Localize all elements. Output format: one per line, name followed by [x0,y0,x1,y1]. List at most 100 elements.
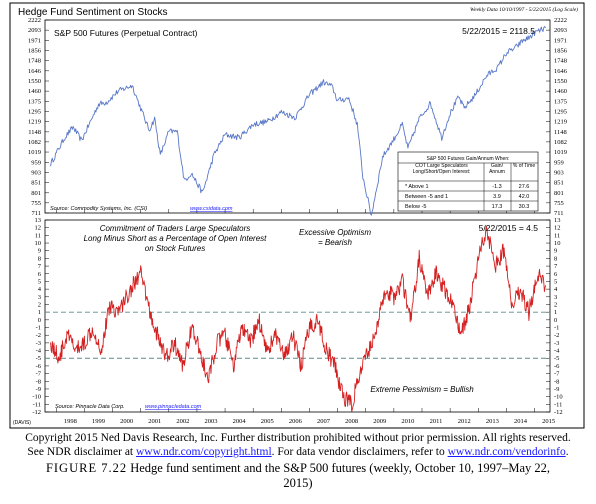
sentiment-y-tick-label: -2 [36,332,41,339]
price-y-tick-label: 2093 [28,27,41,34]
price-panel-title: S&P 500 Futures (Perpetual Contract) [54,28,198,38]
sentiment-title-line-1: Commitment of Traders Large Speculators [100,224,251,233]
sentiment-y-tick-label: -3 [554,340,559,347]
x-tick-label: 2015 [542,418,555,425]
price-y-tick-label: 1019 [28,149,41,156]
x-tick-label: 1999 [92,418,105,425]
sentiment-y-tick-label: -2 [554,332,559,339]
sentiment-y-tick-label: -10 [554,394,563,401]
x-axis-year-labels: 1998 1999 2000 2001 2002 2003 2004 2005 2006 2007… [64,418,555,425]
price-source-text: Source: Commodity Systems, Inc. (CSI) [50,206,147,212]
gain-table-header-pct: % of Time [512,163,536,169]
price-y-tick-label: 1550 [554,78,567,85]
price-y-axis-right: 2222 2093 1971 1856 1748 1646 1550 1460 1375 1295… [554,17,568,217]
price-y-tick-label: 1375 [28,98,41,105]
cot-sentiment-series-line [50,226,546,413]
sentiment-y-tick-label: 13 [554,217,561,224]
disclaimer-text-b: . For data vendor disclaimers, refer to [271,446,448,458]
price-y-tick-label: 1646 [28,68,42,75]
gain-table-row-pct: 27.6 [519,184,530,190]
price-y-tick-label: 851 [554,180,564,187]
price-y-tick-label: 1082 [28,139,41,146]
gain-table-header-gain: Gain/ Annum [489,163,505,175]
sentiment-y-tick-label: 9 [38,248,41,255]
gain-table-row-label: Between -5 and 1 [405,194,448,200]
sentiment-y-tick-label: -6 [36,363,42,370]
price-y-tick-label: 1550 [28,78,41,85]
price-y-tick-label: 2222 [28,17,41,24]
gain-table: S&P 500 Futures Gain/Annum When: COT Lar… [397,151,539,212]
sentiment-y-tick-label: -3 [36,340,41,347]
price-y-tick-label: 2093 [554,27,567,34]
price-y-tick-label: 1971 [554,37,567,44]
sentiment-y-tick-label: -12 [32,409,41,416]
sentiment-y-tick-label: 6 [38,271,42,278]
figure-label: FIGURE 7.22 [45,461,128,475]
price-y-tick-label: 1375 [554,98,567,105]
sentiment-title-line-3: on Stock Futures [145,244,205,253]
price-y-tick-label: 1748 [554,58,567,65]
sentiment-y-tick-label: -11 [554,401,562,408]
sentiment-source-link[interactable]: www.pinnacledata.com [145,404,202,410]
date-range-note: Weekly Data 10/10/1997 - 5/22/2015 (Log … [470,6,578,13]
disclaimer-text-c: . [565,446,569,458]
sentiment-y-tick-label: -9 [554,386,559,393]
x-tick-label: 2004 [233,418,247,425]
price-y-tick-label: 959 [554,159,564,166]
sentiment-y-tick-label: -6 [554,363,560,370]
sentiment-panel-grid [45,219,550,413]
price-y-tick-label: 755 [31,200,41,207]
sentiment-y-tick-label: 7 [554,263,558,270]
sentiment-y-tick-label: -10 [32,394,41,401]
sentiment-y-tick-label: -4 [554,348,560,355]
sentiment-y-tick-label: 5 [554,278,557,285]
x-tick-label: 2013 [486,418,499,425]
price-y-tick-label: 1460 [554,88,567,95]
sentiment-y-tick-label: 10 [35,240,42,247]
sentiment-y-tick-label: 13 [35,217,42,224]
sentiment-y-tick-label: 12 [554,225,561,232]
gain-table-header-condition: COT Large Speculators Long/Short/Open In… [412,163,471,175]
sentiment-y-tick-label: -5 [36,355,41,362]
price-y-tick-label: 801 [554,190,564,197]
sentiment-y-tick-label: 7 [38,263,42,270]
x-tick-label: 2003 [204,418,217,425]
sentiment-source-text: Source: Pinnacle Data Corp. [55,404,125,410]
figure-frame [9,2,585,429]
sentiment-y-tick-label: 3 [38,294,41,301]
price-y-tick-label: 1219 [28,119,41,126]
sentiment-y-tick-label: 11 [554,232,560,239]
pessimism-label: Extreme Pessimism = Bullish [370,385,474,394]
sentiment-y-tick-label: 0 [554,317,557,324]
price-y-tick-label: 851 [31,180,41,187]
sentiment-y-axis-left: 131211109876543210-1-2-3-4-5-6-7-8-9-10-… [32,217,41,416]
sentiment-title-line-2: Long Minus Short as a Percentage of Open… [84,234,268,243]
price-y-tick-label: 1856 [554,47,568,54]
sentiment-y-axis-right: 131211109876543210-1-2-3-4-5-6-7-8-9-10-… [554,217,563,416]
gain-table-row-pct: 42.0 [519,194,530,200]
sentiment-y-tick-label: 11 [35,232,41,239]
sentiment-y-tick-label: -12 [554,409,563,416]
price-y-tick-label: 2222 [554,17,567,24]
ndr-copyright-link[interactable]: www.ndr.com/copyright.html [136,446,272,458]
price-panel-grid [45,19,550,214]
sp500-price-series-line [50,26,546,216]
figure-caption-text: Hedge fund sentiment and the S&P 500 fut… [127,461,551,475]
ndr-vendorinfo-link[interactable]: www.ndr.com/vendorinfo [447,446,566,458]
x-tick-label: 2008 [345,418,358,425]
price-y-tick-label: 1460 [28,88,41,95]
sentiment-y-tick-label: -11 [33,401,41,408]
sentiment-y-tick-label: 6 [554,271,558,278]
x-tick-label: 2012 [458,418,471,425]
price-y-tick-label: 1295 [28,108,41,115]
disclaimer-text-a: See NDR disclaimer at [27,446,136,458]
sentiment-y-tick-label: -8 [554,378,559,385]
chart-figure: Hedge Fund Sentiment on Stocks Weekly Da… [9,2,585,429]
price-y-tick-label: 1295 [554,108,567,115]
x-tick-label: 2001 [148,418,161,425]
price-source-link[interactable]: www.csidata.com [190,206,233,212]
sentiment-y-tick-label: 5 [38,278,41,285]
sentiment-y-tick-label: -1 [554,325,559,332]
sentiment-y-tick-label: 2 [554,301,557,308]
sentiment-y-tick-label: 8 [554,255,557,262]
